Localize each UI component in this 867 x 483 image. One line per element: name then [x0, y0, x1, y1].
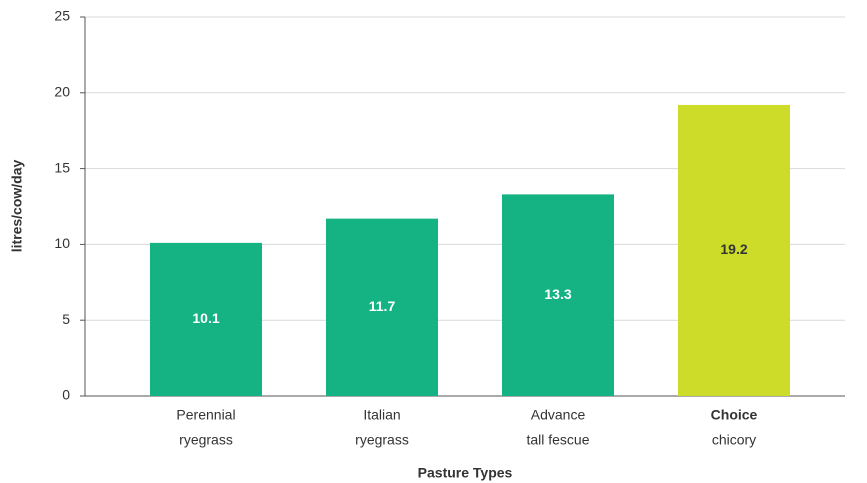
bar: [502, 194, 614, 396]
y-tick-label: 10: [54, 235, 70, 251]
y-tick-label: 5: [62, 311, 70, 327]
data-label: 11.7: [369, 298, 396, 314]
x-tick-label: tall fescue: [526, 432, 589, 448]
x-tick-label: ryegrass: [179, 432, 233, 448]
bar: [326, 218, 438, 396]
x-tick-label: chicory: [712, 432, 756, 448]
data-label: 13.3: [544, 286, 571, 302]
x-axis-label: Pasture Types: [418, 465, 513, 481]
bar: [150, 242, 262, 396]
y-tick-label: 0: [62, 387, 70, 403]
x-tick-label: ryegrass: [355, 432, 409, 448]
x-tick-label: Perennial: [176, 407, 235, 423]
x-tick-label: Choice: [711, 407, 758, 423]
data-label: 19.2: [720, 241, 747, 257]
y-tick-label: 15: [54, 159, 70, 175]
x-tick-label: Italian: [363, 407, 400, 423]
y-axis-label: litres/cow/day: [9, 159, 25, 252]
y-tick-label: 25: [54, 8, 70, 24]
bar: [678, 104, 790, 396]
x-tick-label: Advance: [531, 407, 586, 423]
y-tick-label: 20: [54, 84, 70, 100]
data-label: 10.1: [192, 310, 219, 326]
